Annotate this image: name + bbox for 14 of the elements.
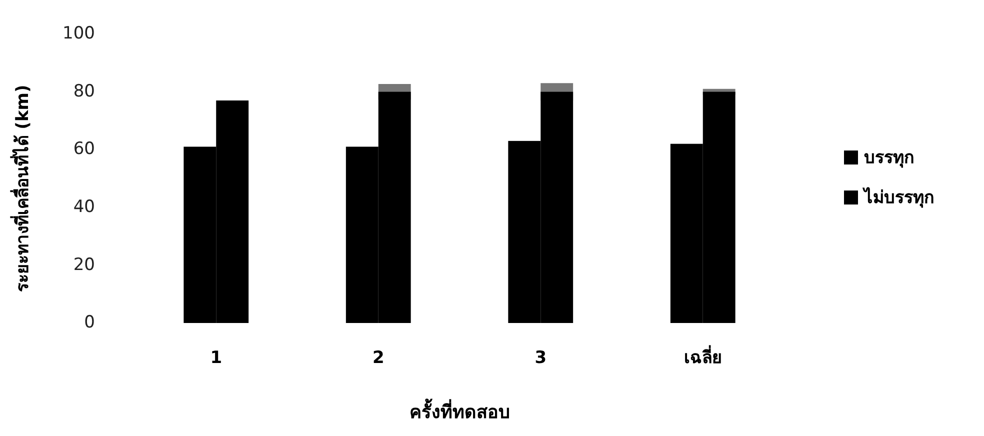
y-axis-title: ระยะทางที่เคลื่อนที่ได้ (km) [10, 84, 33, 292]
legend-label: ไม่บรรทุก [862, 187, 934, 208]
y-tick-label: 100 [62, 24, 95, 44]
x-axis-title: ครั้งที่ทดสอบ [410, 398, 510, 423]
y-tick-label: 60 [73, 139, 95, 160]
y-tick-label: 40 [73, 197, 95, 218]
y-tick-label: 0 [84, 312, 95, 333]
y-tick-label: 20 [73, 254, 95, 275]
x-tick-label: เฉลี่ย [684, 345, 722, 368]
x-tick-label: 3 [534, 348, 547, 368]
legend-label: บรรทุก [864, 148, 914, 168]
x-tick-label: 2 [372, 348, 384, 368]
x-tick-label: 1 [210, 348, 222, 368]
y-tick-label: 80 [73, 81, 95, 102]
